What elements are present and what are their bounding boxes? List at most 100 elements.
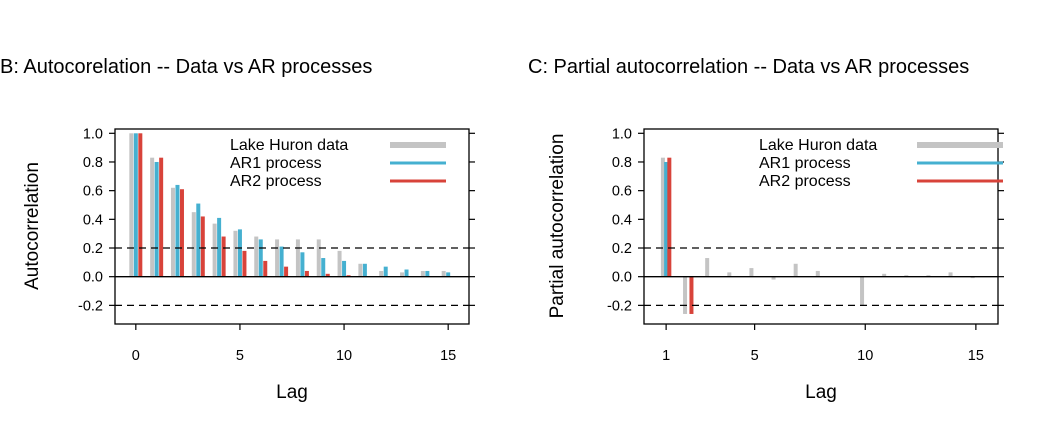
bar-ar1-lag-5 (237, 229, 242, 277)
bar-lake-lag-11 (882, 273, 887, 277)
legend-label: AR1 process (759, 155, 851, 172)
bar-lake-lag-6 (254, 236, 259, 277)
bar-lake-lag-15 (970, 276, 975, 279)
chart-panel-0: B: Autocorelation -- Data vs AR processe… (0, 56, 475, 403)
bar-lake-lag-0 (129, 133, 134, 277)
y-tick-label: -0.2 (78, 298, 103, 314)
legend-label: Lake Huron data (759, 137, 877, 154)
bar-ar2-lag-5 (242, 250, 247, 277)
x-tick-label: 0 (132, 348, 140, 364)
y-tick-label: 1.0 (83, 126, 103, 142)
y-axis-label: Partial autocorrelation (547, 134, 568, 319)
bar-ar1-lag-11 (362, 263, 367, 277)
bar-lake-lag-8 (815, 270, 820, 277)
x-tick-label: 15 (440, 348, 456, 364)
legend-label: AR2 process (230, 173, 322, 190)
bar-ar1-lag-0 (133, 133, 138, 277)
bar-ar2-lag-10 (346, 275, 351, 277)
bar-ar1-lag-1 (664, 161, 669, 277)
plot-frame (643, 128, 999, 325)
bar-lake-lag-5 (233, 230, 238, 277)
x-tick-label: 10 (857, 348, 873, 364)
chart-title: C: Partial autocorrelation -- Data vs AR… (528, 56, 969, 78)
y-tick-label: 0.0 (83, 270, 103, 286)
bar-lake-lag-10 (860, 276, 865, 306)
bar-ar1-lag-2 (175, 184, 180, 277)
bar-ar2-lag-8 (304, 270, 309, 277)
x-tick-label: 5 (236, 348, 244, 364)
y-tick-label: 0.6 (83, 184, 103, 200)
bar-ar2-lag-4 (221, 236, 226, 277)
bar-ar1-lag-10 (342, 260, 347, 277)
bar-lake-lag-1 (660, 157, 665, 277)
legend-label: AR2 process (759, 173, 851, 190)
bar-lake-lag-15 (441, 270, 446, 277)
y-tick-label: 0.4 (612, 212, 632, 228)
bar-ar2-lag-2 (689, 276, 694, 314)
bar-lake-lag-5 (749, 268, 754, 277)
y-axis-label: Autocorrelation (22, 162, 43, 290)
bar-ar1-lag-13 (404, 269, 409, 277)
y-tick-label: 0.0 (612, 270, 632, 286)
y-tick-label: -0.2 (607, 298, 632, 314)
bar-ar1-lag-3 (196, 203, 201, 277)
bar-lake-lag-7 (275, 239, 280, 277)
bar-ar1-lag-4 (217, 217, 222, 277)
x-axis-label: Lag (276, 382, 308, 403)
y-tick-label: 0.8 (83, 155, 103, 171)
legend-label: AR1 process (230, 155, 322, 172)
bar-lake-lag-14 (948, 272, 953, 277)
bar-lake-lag-4 (212, 223, 217, 277)
plot-frame (114, 128, 470, 325)
y-tick-label: 0.2 (612, 241, 632, 257)
bar-lake-lag-2 (170, 187, 175, 277)
bar-lake-lag-9 (316, 239, 321, 277)
y-tick-label: 1.0 (612, 126, 632, 142)
bar-ar2-lag-0 (138, 133, 143, 277)
bar-lake-lag-12 (379, 270, 384, 277)
bar-ar1-lag-7 (279, 246, 284, 277)
bar-lake-lag-4 (727, 272, 732, 277)
bar-lake-lag-3 (705, 258, 710, 277)
x-tick-label: 5 (751, 348, 759, 364)
bar-ar1-lag-6 (258, 239, 263, 277)
chart-panel-1: C: Partial autocorrelation -- Data vs AR… (528, 56, 1004, 403)
x-tick-label: 1 (662, 348, 670, 364)
y-tick-label: 0.8 (612, 155, 632, 171)
bar-ar1-lag-15 (446, 272, 451, 277)
bar-lake-lag-7 (793, 263, 798, 277)
bar-lake-lag-11 (358, 263, 363, 277)
bar-lake-lag-3 (191, 212, 196, 277)
chart-title: B: Autocorelation -- Data vs AR processe… (0, 56, 372, 78)
bar-lake-lag-12 (904, 275, 909, 277)
bar-ar1-lag-12 (383, 266, 388, 277)
bar-lake-lag-14 (420, 270, 425, 277)
bar-ar2-lag-3 (200, 216, 205, 277)
x-axis-label: Lag (805, 382, 837, 403)
y-tick-label: 0.6 (612, 184, 632, 200)
x-tick-label: 10 (336, 348, 352, 364)
bar-lake-lag-13 (400, 272, 405, 277)
bar-ar2-lag-1 (667, 157, 672, 277)
bar-lake-lag-1 (150, 157, 155, 277)
bar-ar2-lag-7 (284, 266, 289, 277)
x-tick-label: 15 (968, 348, 984, 364)
legend-label: Lake Huron data (230, 137, 348, 154)
bar-lake-lag-2 (683, 276, 688, 314)
bar-ar2-lag-1 (159, 157, 164, 277)
bar-lake-lag-13 (926, 275, 931, 277)
bar-ar2-lag-9 (325, 273, 330, 277)
y-tick-label: 0.2 (83, 241, 103, 257)
bar-lake-lag-6 (771, 276, 776, 280)
bar-ar2-lag-6 (263, 260, 268, 277)
bar-lake-lag-10 (337, 250, 342, 277)
bar-ar1-lag-8 (300, 252, 305, 277)
bar-ar1-lag-14 (425, 270, 430, 277)
bar-ar2-lag-2 (179, 189, 184, 277)
bar-lake-lag-8 (295, 239, 300, 277)
y-tick-label: 0.4 (83, 212, 103, 228)
